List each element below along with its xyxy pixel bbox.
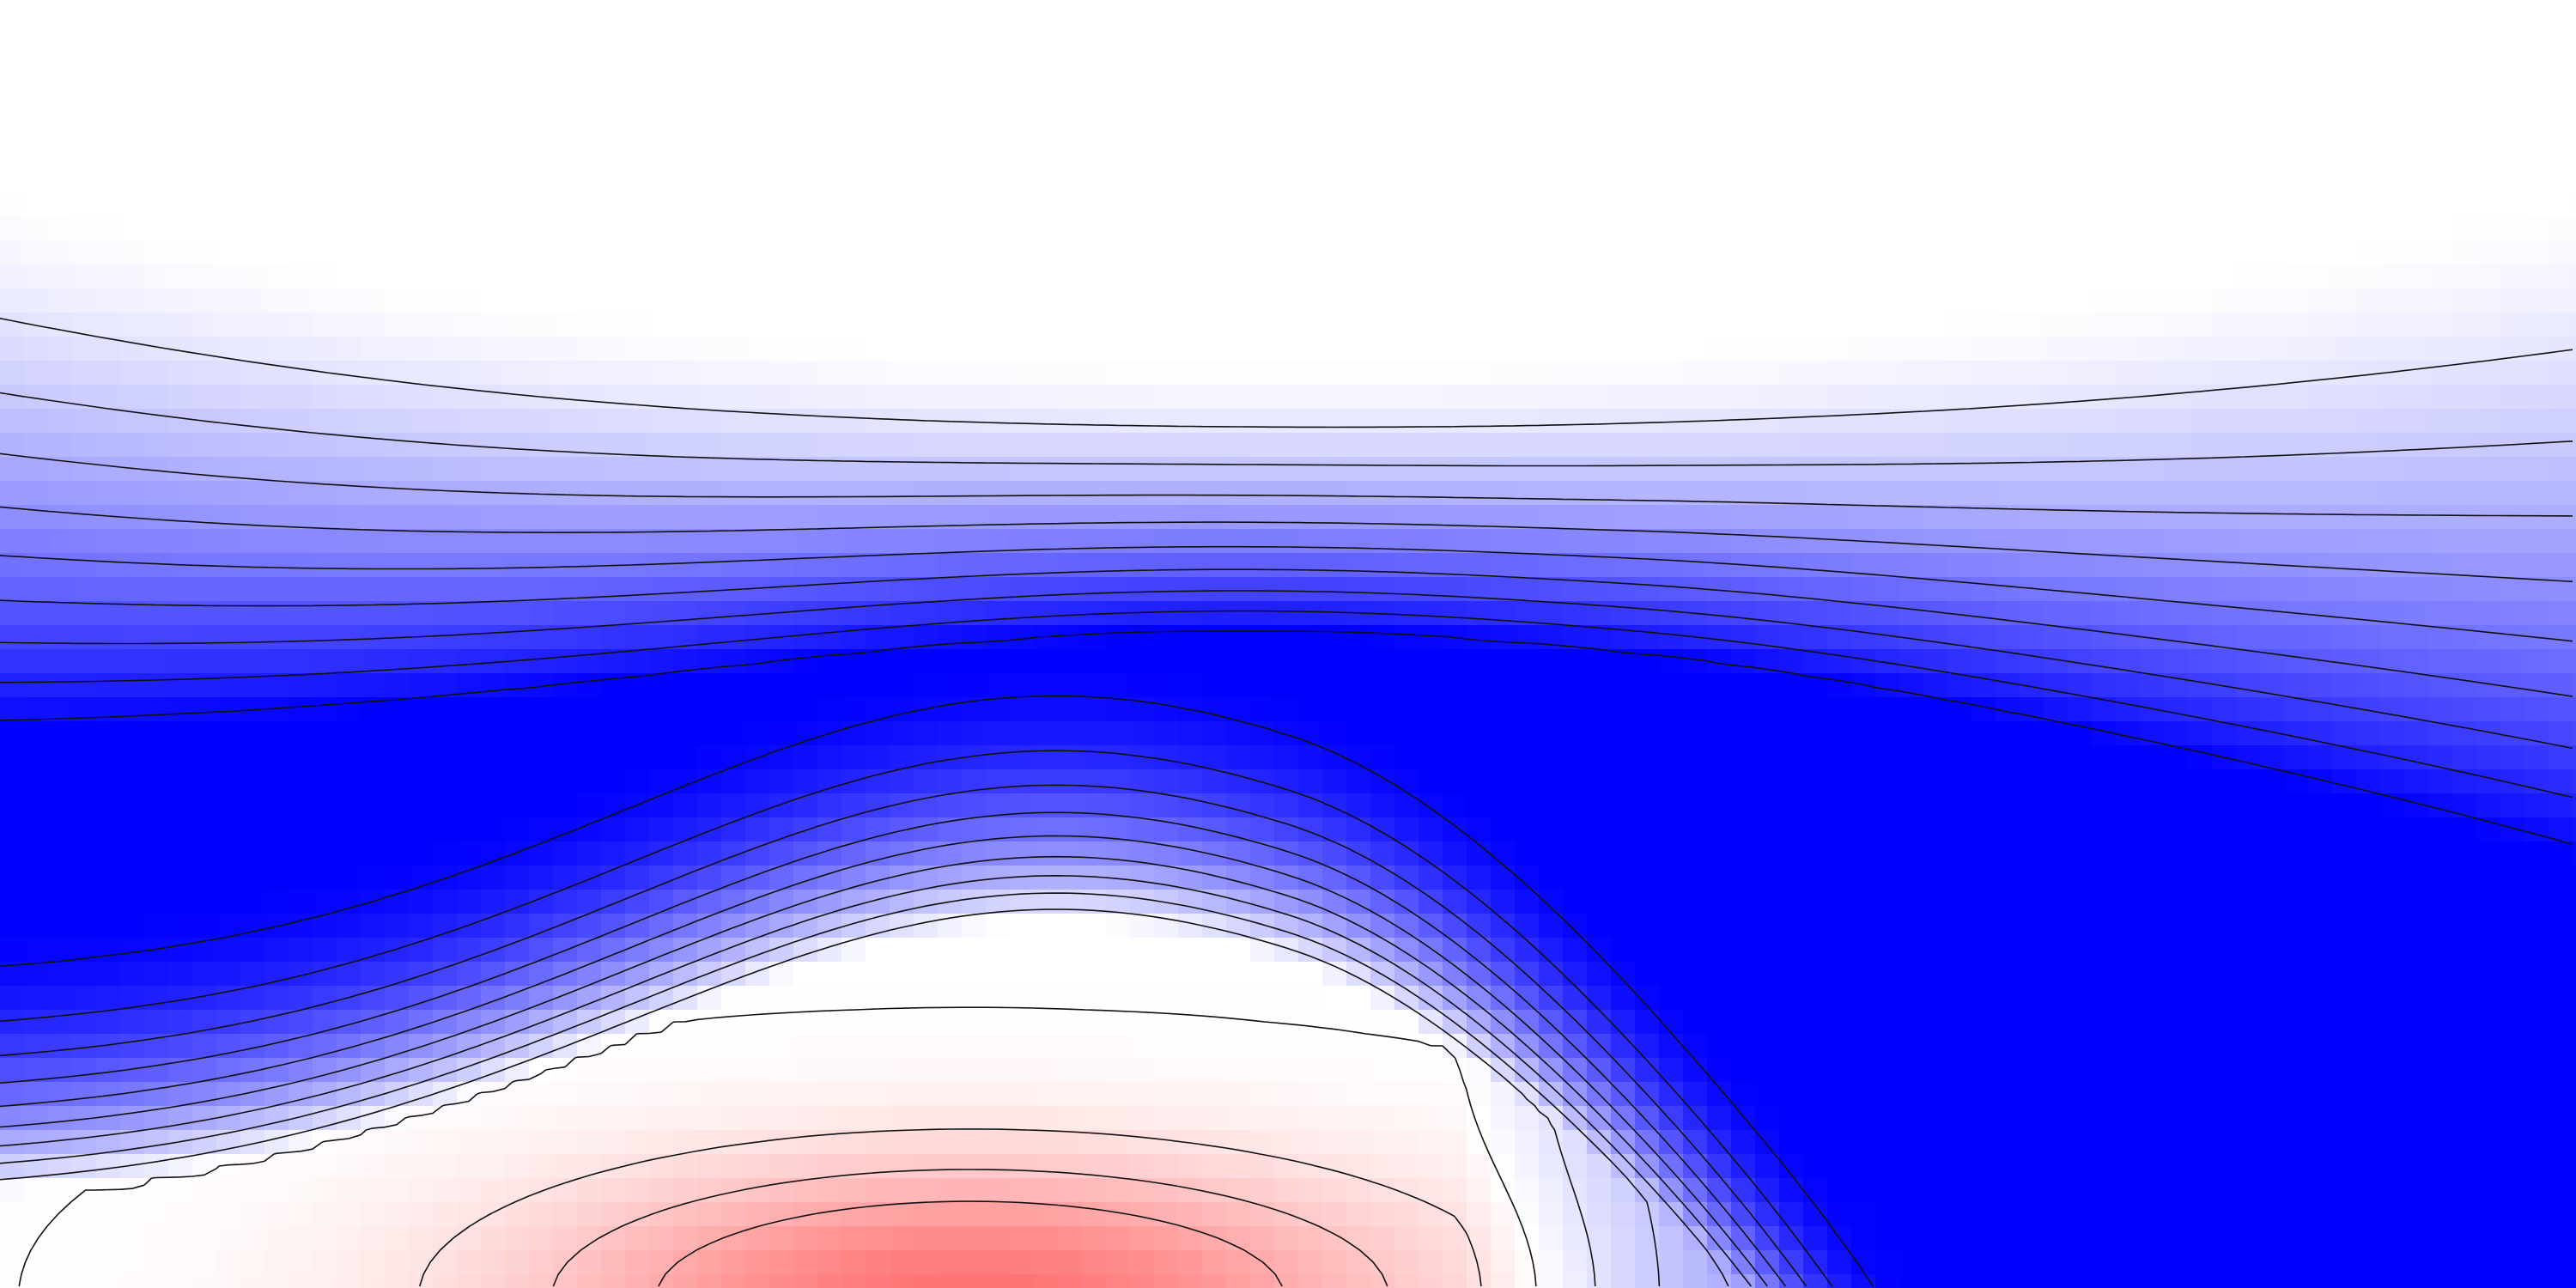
contour-line-level-4 [0,545,2573,1287]
contour-line-level-8 [0,318,2573,1287]
contour-line-level-12 [658,1200,1283,1287]
contour-line-level-0 [0,630,2573,1287]
contour-line-level-1 [0,610,2573,1287]
contour-line-level-10 [418,1128,1482,1287]
contour-line-level-11 [552,1169,1388,1287]
contour-line-level-3 [0,568,2573,1287]
contour-line-level-2 [0,590,2573,1287]
contour-line-level-7 [0,392,2573,1287]
contour-line-level-5 [0,506,2573,1287]
contour-line-level-9 [18,1006,1537,1287]
contour-line-level-6 [0,453,2573,1287]
